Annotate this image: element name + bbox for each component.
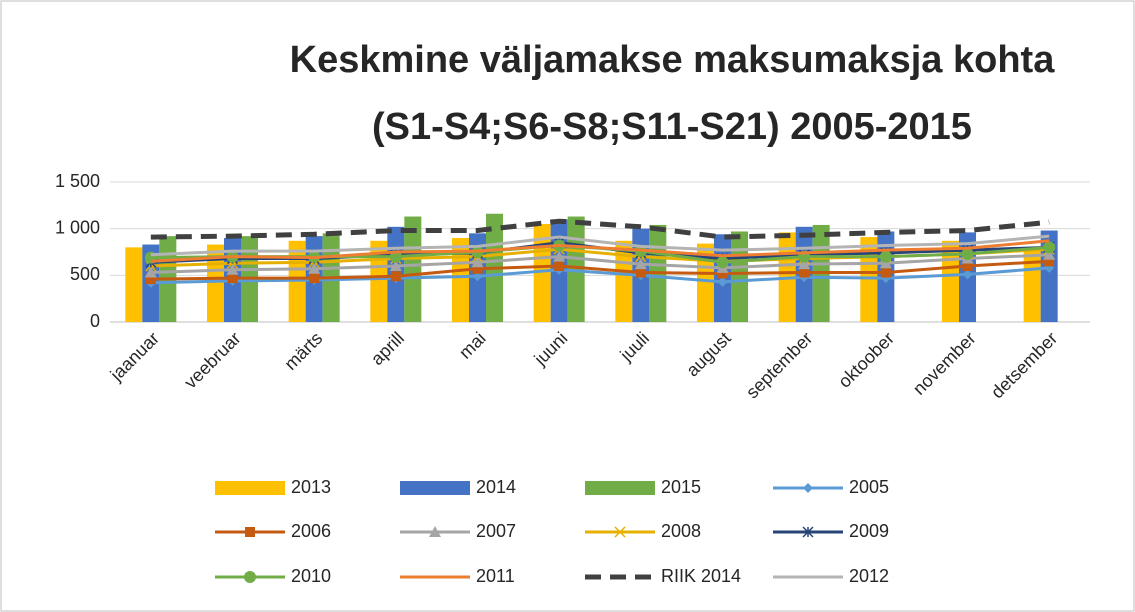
marker	[798, 258, 811, 270]
chart-title: (S1-S4;S6-S8;S11-S21) 2005-2015	[372, 106, 972, 148]
line-series	[150, 259, 1050, 281]
line-series	[150, 218, 1050, 240]
chart-title: Keskmine väljamakse maksumaksja kohta	[290, 39, 1056, 81]
y-tick-label: 1 500	[55, 171, 100, 191]
marker	[880, 267, 891, 278]
marker	[308, 262, 321, 274]
legend-label: 2006	[291, 521, 331, 541]
marker	[390, 271, 401, 282]
line-series	[150, 266, 1050, 285]
marker	[879, 250, 892, 263]
legend-swatch	[215, 481, 285, 495]
marker	[227, 273, 238, 284]
marker	[717, 276, 728, 287]
y-tick-label: 0	[90, 311, 100, 331]
bar	[697, 243, 714, 322]
marker	[716, 256, 729, 269]
marker	[799, 267, 810, 278]
marker	[635, 267, 646, 278]
bar	[731, 231, 748, 322]
marker	[803, 483, 813, 493]
marker	[717, 268, 728, 279]
marker	[1043, 241, 1056, 254]
marker	[429, 526, 441, 537]
legend-label: 2009	[849, 521, 889, 541]
marker	[961, 247, 974, 260]
legend-label: 2010	[291, 566, 331, 586]
legend-label: 2007	[476, 521, 516, 541]
legend-label: 2008	[661, 521, 701, 541]
bar	[452, 238, 469, 322]
marker	[614, 526, 626, 538]
legend-label: RIIK 2014	[661, 566, 741, 586]
marker	[226, 263, 239, 275]
legend-label: 2011	[476, 566, 515, 586]
marker	[472, 263, 483, 274]
legend-swatch	[400, 481, 470, 495]
y-tick-label: 1 000	[55, 217, 100, 237]
legend-label: 2014	[476, 477, 516, 497]
legend-label: 2005	[849, 477, 889, 497]
marker	[962, 261, 973, 271]
line-series	[150, 234, 1050, 257]
line-series	[150, 239, 1050, 263]
legend-swatch	[585, 481, 655, 495]
marker	[634, 258, 647, 270]
bar	[404, 216, 422, 322]
marker	[309, 273, 320, 284]
marker	[144, 266, 157, 278]
marker	[553, 250, 566, 262]
legend-label: 2013	[291, 477, 331, 497]
y-tick-label: 500	[70, 264, 100, 284]
marker	[244, 571, 256, 583]
marker	[554, 261, 565, 271]
marker	[962, 269, 973, 280]
marker	[879, 257, 892, 269]
bar	[125, 247, 143, 322]
marker	[245, 527, 255, 537]
line-series	[150, 253, 1050, 275]
legend-label: 2015	[661, 477, 701, 497]
marker	[471, 256, 484, 268]
marker	[802, 526, 814, 538]
marker	[145, 274, 156, 285]
bar	[370, 240, 388, 322]
marker	[1044, 256, 1055, 267]
legend-label: 2012	[849, 566, 889, 586]
marker	[1043, 248, 1056, 260]
marker	[389, 260, 402, 271]
